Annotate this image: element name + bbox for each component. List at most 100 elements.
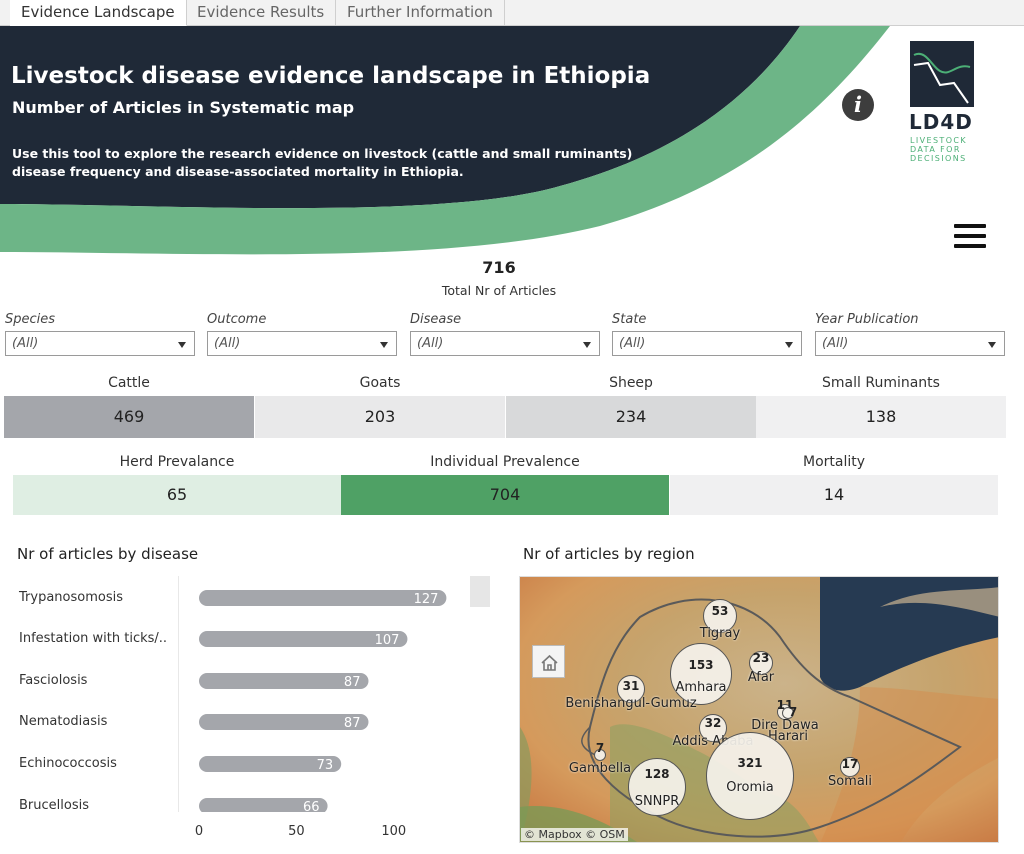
region-name-4: Dire Dawa — [751, 718, 819, 733]
region-map-title: Nr of articles by region — [523, 545, 695, 563]
region-value-3: 31 — [622, 679, 640, 693]
disease-category-1: Infestation with ticks/.. — [19, 631, 168, 646]
disease-bar-2[interactable] — [199, 673, 369, 689]
home-icon[interactable] — [532, 645, 565, 678]
filter-year-select[interactable]: (All) — [815, 331, 1005, 356]
region-value-0: 53 — [711, 604, 729, 618]
region-bubble-7[interactable] — [594, 749, 606, 761]
species-small-ruminants-tile[interactable]: 138 — [756, 396, 1006, 438]
logo-name: LD4D — [909, 110, 973, 134]
region-bubble-6[interactable] — [699, 714, 727, 742]
total-articles-value: 716 — [482, 258, 516, 277]
disease-bar-3[interactable] — [199, 714, 369, 730]
disease-bar-chart: 127 107 87 87 73 66 — [199, 590, 447, 812]
disease-category-0: Trypanosomosis — [19, 590, 123, 605]
chevron-down-icon — [785, 342, 793, 348]
outcome-mortality-label: Mortality — [802, 454, 866, 470]
filter-species-label: Species — [5, 312, 56, 327]
tab-bar: Evidence Landscape Evidence Results Furt… — [0, 0, 1024, 26]
filter-species-select[interactable]: (All) — [5, 331, 195, 356]
region-name-3: Benishangul-Gumuz — [565, 696, 697, 711]
region-bubble-8[interactable] — [706, 732, 794, 820]
hamburger-menu-icon[interactable] — [954, 224, 986, 250]
chevron-down-icon — [380, 342, 388, 348]
region-name-5: Harari — [767, 729, 808, 744]
outcome-mortality-tile[interactable]: 14 — [670, 475, 998, 515]
ld4d-logo: LD4D LIVESTOCK DATA FOR DECISIONS — [906, 41, 978, 171]
region-value-2: 23 — [752, 651, 770, 665]
region-value-8: 321 — [737, 756, 763, 770]
region-name-2: Afar — [747, 670, 775, 685]
chart-axis-line — [178, 576, 179, 812]
region-bubble-3[interactable] — [617, 675, 645, 703]
region-bubble-10[interactable] — [840, 757, 860, 777]
logo-lines — [913, 52, 971, 104]
region-map[interactable]: 53 Tigray 153 Amhara 23 Afar 31 Benishangul-Gum… — [519, 576, 999, 843]
header-banner: Livestock disease evidence landscape in … — [0, 26, 1024, 260]
disease-bar-4[interactable] — [199, 756, 342, 772]
page-subtitle: Number of Articles in Systematic map — [12, 98, 355, 117]
region-value-5: 7 — [788, 705, 798, 719]
map-attribution: © Mapbox © OSM — [521, 828, 628, 841]
filter-disease-select[interactable]: (All) — [410, 331, 600, 356]
region-name-9: SNNPR — [634, 794, 680, 809]
disease-bar-5[interactable] — [199, 798, 328, 812]
filter-outcome-value: (All) — [214, 336, 241, 351]
species-goats-tile[interactable]: 203 — [255, 396, 505, 438]
disease-bar-label-2: 87 — [344, 675, 361, 690]
chevron-down-icon — [988, 342, 996, 348]
outcome-individual-label: Individual Prevalence — [430, 454, 580, 470]
chevron-down-icon — [583, 342, 591, 348]
tab-further-information[interactable]: Further Information — [336, 0, 505, 26]
filter-year-value: (All) — [822, 336, 849, 351]
disease-bar-1[interactable] — [199, 631, 408, 647]
region-bubble-9[interactable] — [628, 758, 686, 816]
disease-bar-label-5: 66 — [303, 800, 320, 812]
outcome-individual-tile[interactable]: 704 — [341, 475, 669, 515]
region-name-1: Amhara — [675, 680, 727, 695]
filter-state-select[interactable]: (All) — [612, 331, 802, 356]
outcome-herd-label: Herd Prevalance — [119, 454, 235, 470]
info-icon[interactable]: i — [842, 89, 874, 121]
region-name-0: Tigray — [699, 626, 741, 641]
filter-state-value: (All) — [619, 336, 646, 351]
disease-bar-label-3: 87 — [344, 716, 361, 731]
total-articles-label: Total Nr of Articles — [441, 283, 557, 298]
region-bubble-0[interactable] — [703, 599, 737, 633]
species-goats-label: Goats — [359, 375, 401, 391]
disease-category-3: Nematodiasis — [19, 714, 108, 729]
region-name-7: Gambella — [568, 761, 632, 776]
species-sheep-tile[interactable]: 234 — [506, 396, 756, 438]
chevron-down-icon — [178, 342, 186, 348]
banner-background — [0, 26, 890, 255]
logo-mark — [910, 41, 974, 107]
disease-category-4: Echinococcosis — [19, 756, 117, 771]
tab-evidence-results[interactable]: Evidence Results — [186, 0, 337, 26]
filter-outcome-label: Outcome — [207, 312, 267, 327]
tab-evidence-landscape[interactable]: Evidence Landscape — [10, 0, 187, 26]
filter-disease-label: Disease — [410, 312, 462, 327]
species-sheep-label: Sheep — [609, 375, 653, 391]
region-bubble-1[interactable] — [670, 643, 732, 705]
page-title: Livestock disease evidence landscape in … — [11, 63, 651, 89]
species-cattle-tile[interactable]: 469 — [4, 396, 254, 438]
filter-outcome-select[interactable]: (All) — [207, 331, 397, 356]
filter-year-label: Year Publication — [815, 312, 919, 327]
disease-bar-0[interactable] — [199, 590, 447, 606]
species-cattle-label: Cattle — [108, 375, 150, 391]
region-bubble-2[interactable] — [749, 651, 773, 675]
disease-category-5: Brucellosis — [19, 798, 89, 813]
region-value-9: 128 — [644, 767, 670, 781]
outcome-herd-tile[interactable]: 65 — [13, 475, 341, 515]
banner-green-swoosh — [0, 26, 890, 255]
logo-tagline: LIVESTOCK DATA FOR DECISIONS — [910, 136, 968, 163]
page-description: Use this tool to explore the research ev… — [12, 146, 633, 179]
region-value-1: 153 — [688, 658, 714, 672]
filter-state-label: State — [612, 312, 647, 327]
region-bubble-5[interactable] — [782, 707, 794, 719]
filter-disease-value: (All) — [417, 336, 444, 351]
chart-scrollbar[interactable] — [470, 576, 490, 607]
disease-category-2: Fasciolosis — [19, 673, 88, 688]
region-name-8: Oromia — [726, 780, 774, 795]
region-value-6: 32 — [704, 716, 722, 730]
